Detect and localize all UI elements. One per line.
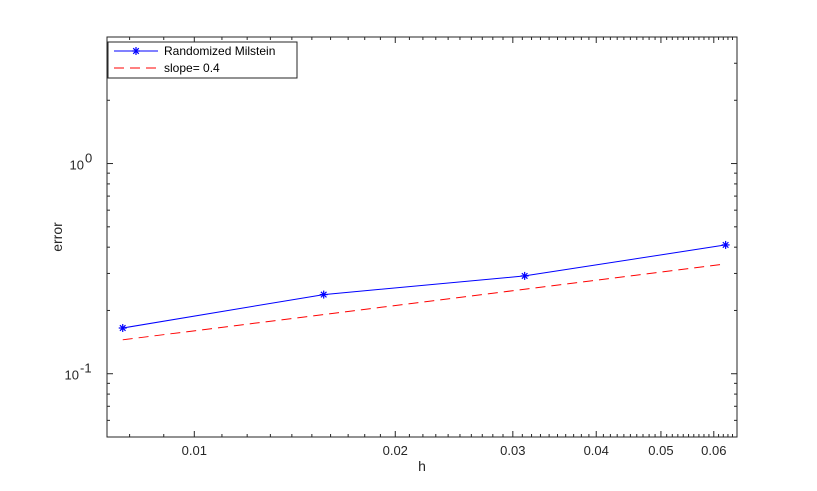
x-tick-label: 0.03 xyxy=(500,443,525,458)
legend-marker xyxy=(132,47,140,55)
x-axis-label: h xyxy=(418,458,426,474)
legend: Randomized Milstein slope= 0.4 xyxy=(107,41,298,79)
data-point-marker xyxy=(118,324,127,333)
y-tick-label-exponent: 0 xyxy=(85,151,92,166)
marker-stroke xyxy=(722,241,729,249)
y-tick-label-base: 10 xyxy=(65,368,79,383)
y-axis-label: error xyxy=(49,222,65,252)
legend-label-2: slope= 0.4 xyxy=(164,61,220,75)
data-point-marker xyxy=(721,240,730,249)
y-tick-label-exponent: -1 xyxy=(80,361,92,376)
y-tick-label-base: 10 xyxy=(70,158,84,173)
data-point-marker xyxy=(319,290,328,299)
x-axis-ticks: 0.01 0.02 0.03 0.04 0.05 0.06 xyxy=(182,37,726,458)
series-layer xyxy=(118,240,730,341)
marker-stroke xyxy=(132,47,140,55)
series-line-2 xyxy=(122,263,726,341)
marker-stroke xyxy=(320,291,327,298)
x-tick-label: 0.04 xyxy=(584,443,609,458)
x-tick-label: 0.02 xyxy=(383,443,408,458)
x-tick-label: 0.05 xyxy=(648,443,673,458)
plot-area xyxy=(106,36,738,438)
x-tick-label: 0.01 xyxy=(182,443,207,458)
series-line-1 xyxy=(122,244,726,329)
minor-ticks xyxy=(107,37,737,437)
marker-stroke xyxy=(521,272,528,280)
data-point-marker xyxy=(520,271,529,280)
legend-box xyxy=(107,41,298,79)
marker-stroke xyxy=(119,324,126,332)
legend-label-1: Randomized Milstein xyxy=(164,44,275,58)
x-tick-label: 0.06 xyxy=(701,443,726,458)
axes-box xyxy=(106,36,738,438)
